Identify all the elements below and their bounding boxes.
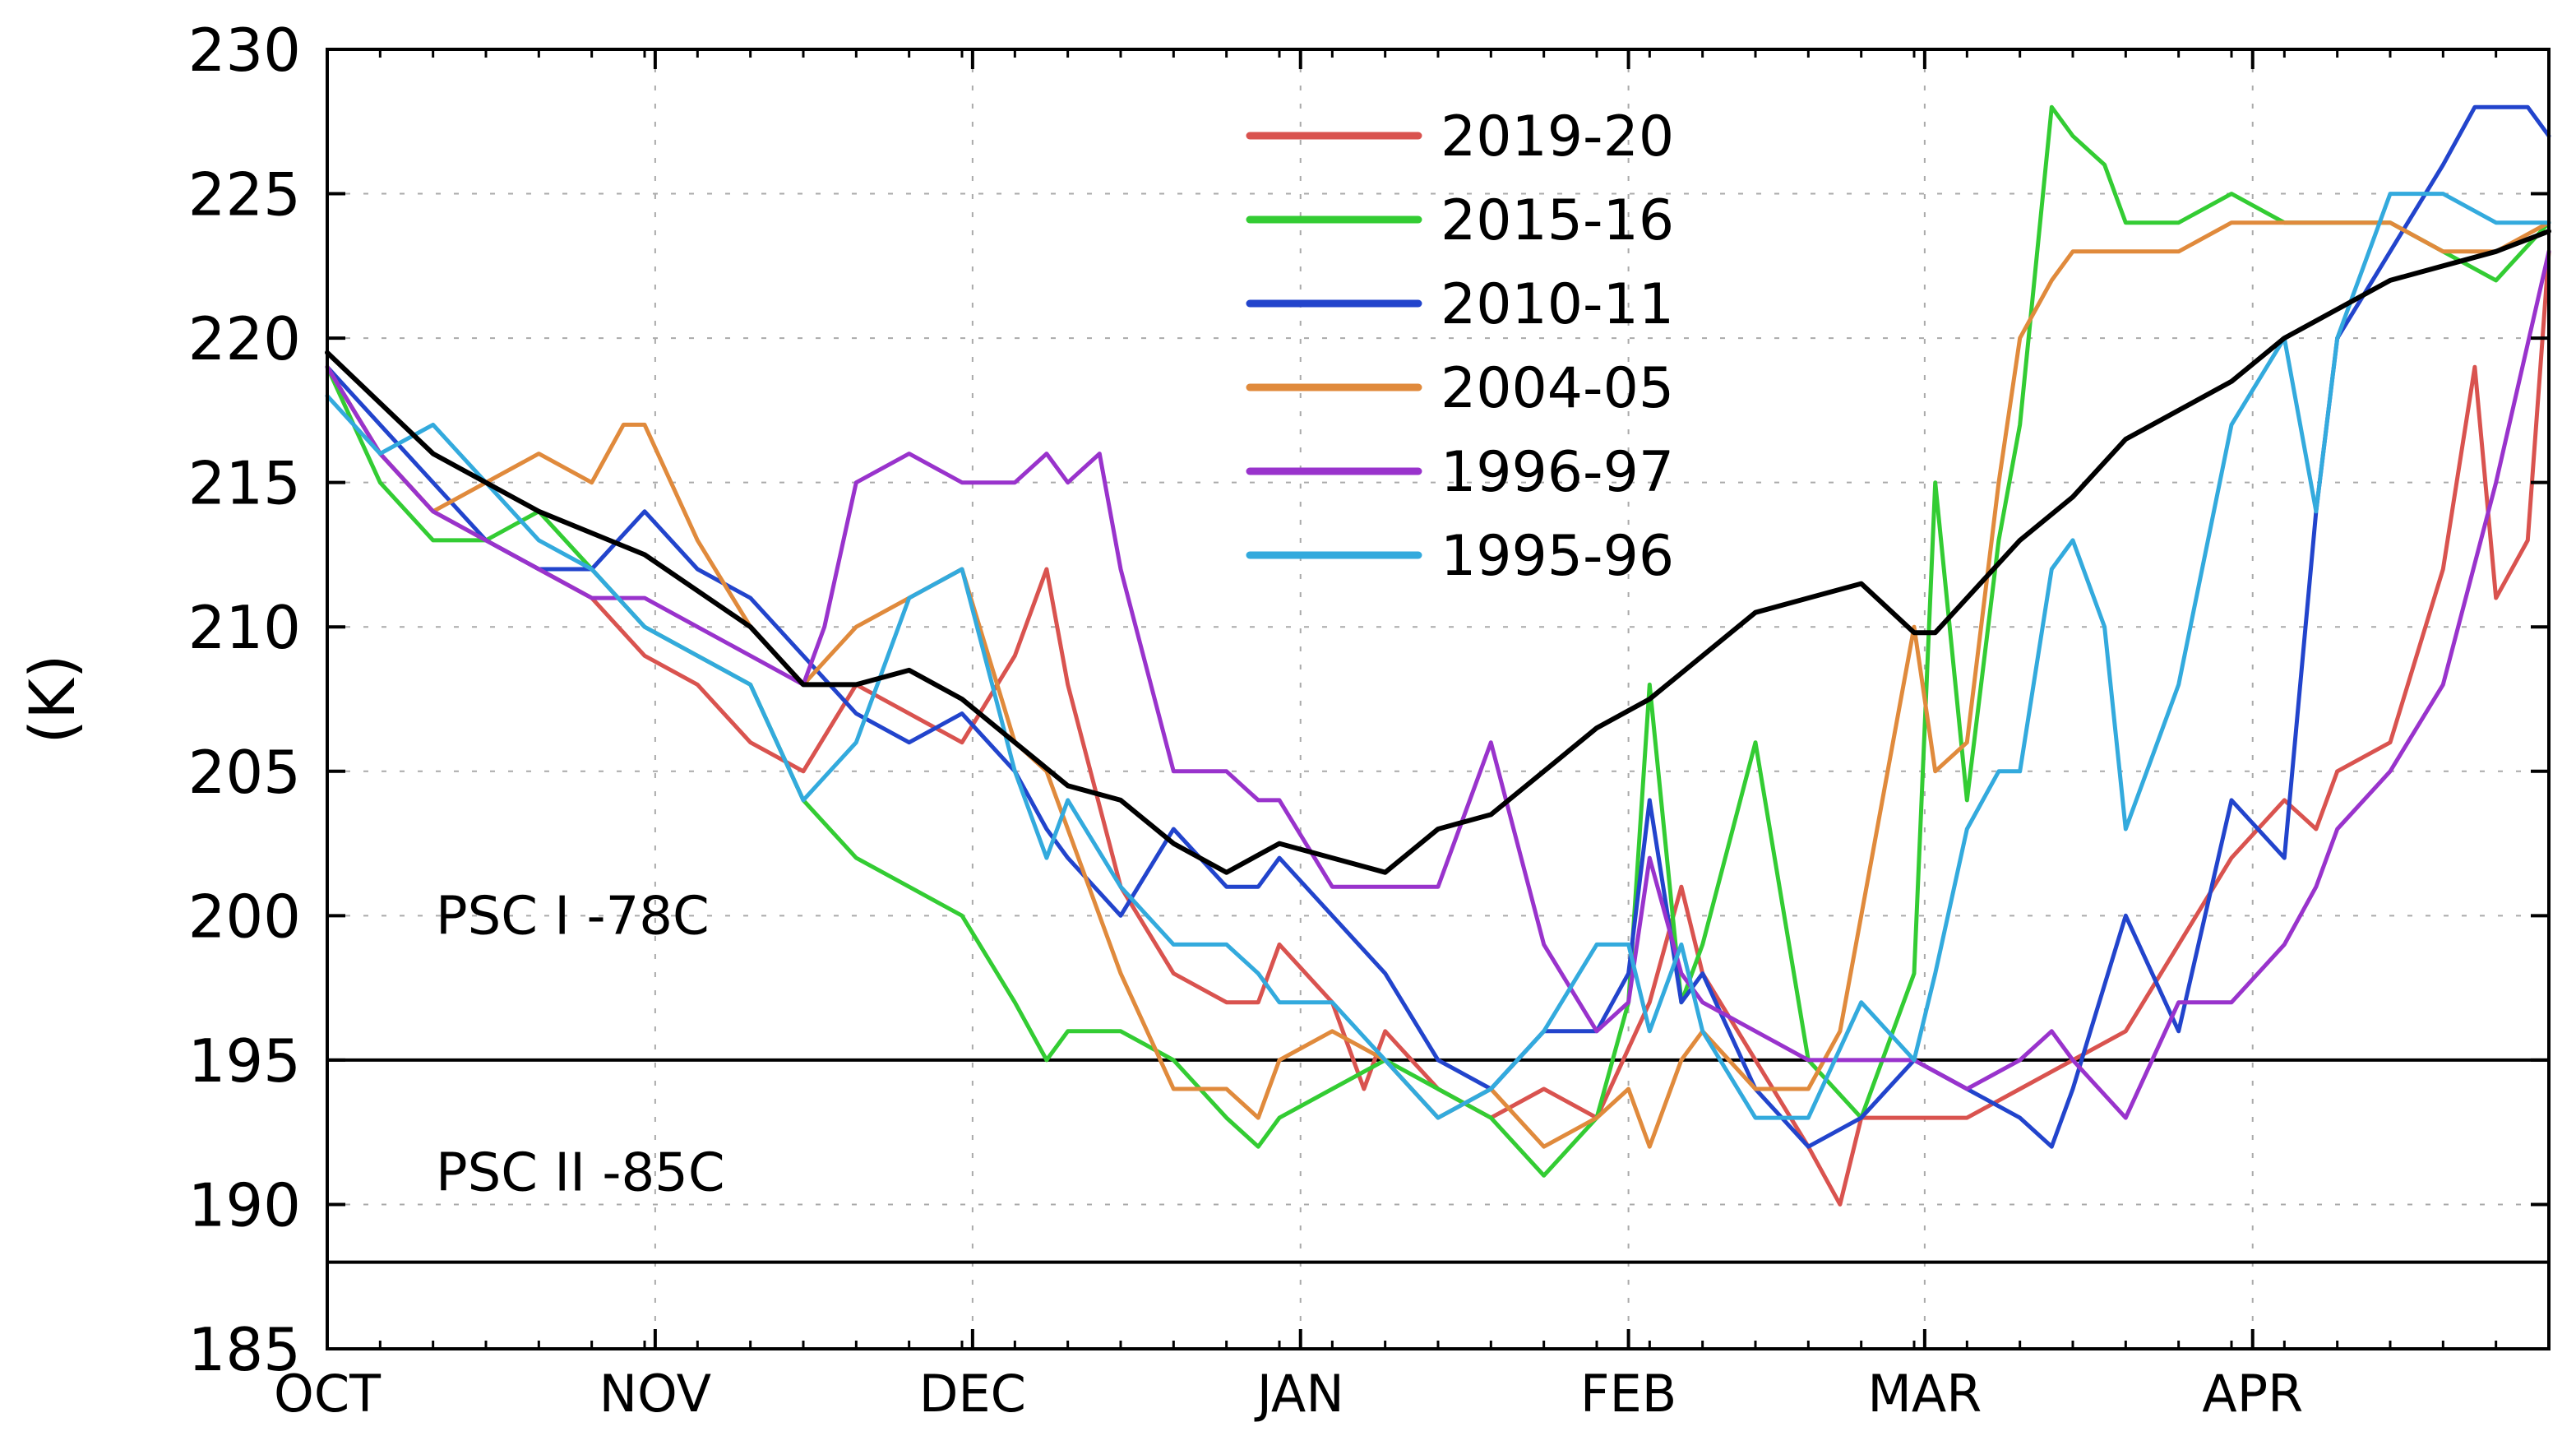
y-tick-label: 185 xyxy=(188,1315,301,1384)
x-tick-label: NOV xyxy=(599,1364,712,1424)
y-tick-label: 205 xyxy=(188,738,301,807)
series-line-climatology xyxy=(325,229,2551,875)
legend-entry: 2010-11 xyxy=(1246,272,1674,337)
legend-label: 2015-16 xyxy=(1441,188,1674,253)
series-lines xyxy=(325,104,2551,1207)
series-line-2004-05 xyxy=(325,220,2551,1149)
legend-entry: 2015-16 xyxy=(1246,188,1674,253)
x-tick-label: OCT xyxy=(274,1364,382,1424)
reference-line-label: PSC I -78C xyxy=(436,886,710,947)
x-axis: OCT NOV DEC JAN FEB MAR APR xyxy=(274,49,2498,1424)
x-tick-label: APR xyxy=(2202,1364,2303,1424)
y-tick-label: 225 xyxy=(188,160,301,229)
legend: 2019-20 2015-16 2010-11 2004-05 1996-97 1995-… xyxy=(1246,104,1674,589)
reference-line-label: PSC II -85C xyxy=(436,1142,725,1203)
series-line-1995-96 xyxy=(325,192,2551,1120)
y-tick-label: 195 xyxy=(188,1026,301,1096)
legend-entry: 1996-97 xyxy=(1246,440,1674,505)
legend-label: 2019-20 xyxy=(1441,104,1674,169)
legend-entry: 2019-20 xyxy=(1246,104,1674,169)
x-tick-label: JAN xyxy=(1254,1364,1344,1424)
y-tick-label: 200 xyxy=(188,882,301,951)
legend-label: 1996-97 xyxy=(1441,440,1674,505)
legend-label: 2010-11 xyxy=(1441,272,1674,337)
y-tick-label: 215 xyxy=(188,449,301,518)
legend-label: 2004-05 xyxy=(1441,356,1674,421)
annotations: PSC I -78C PSC II -85C xyxy=(436,886,725,1203)
y-tick-label: 190 xyxy=(188,1170,301,1239)
x-tick-label: MAR xyxy=(1867,1364,1982,1424)
y-tick-label: 210 xyxy=(188,593,301,662)
series-line-2010-11 xyxy=(325,104,2551,1149)
series-line-1996-97 xyxy=(325,249,2551,1120)
y-tick-label: 220 xyxy=(188,304,301,373)
y-tick-label: 230 xyxy=(188,16,301,85)
x-tick-label: FEB xyxy=(1580,1364,1676,1424)
series-line-2015-16 xyxy=(325,104,2551,1178)
x-tick-label: DEC xyxy=(919,1364,1026,1424)
legend-entry: 1995-96 xyxy=(1246,524,1674,589)
legend-label: 1995-96 xyxy=(1441,524,1674,589)
legend-entry: 2004-05 xyxy=(1246,356,1674,421)
y-axis-label: (K) xyxy=(16,654,89,744)
y-axis: 185 190 195 200 205 210 215 220 225 230 xyxy=(188,16,2549,1384)
